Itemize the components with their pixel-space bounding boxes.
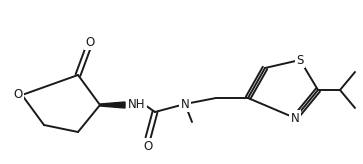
Text: O: O xyxy=(85,35,95,49)
Text: NH: NH xyxy=(128,99,146,112)
Polygon shape xyxy=(100,102,125,108)
Text: O: O xyxy=(13,89,23,102)
Text: N: N xyxy=(291,112,299,124)
Text: N: N xyxy=(181,98,189,111)
Text: O: O xyxy=(143,140,152,153)
Text: S: S xyxy=(296,53,304,66)
